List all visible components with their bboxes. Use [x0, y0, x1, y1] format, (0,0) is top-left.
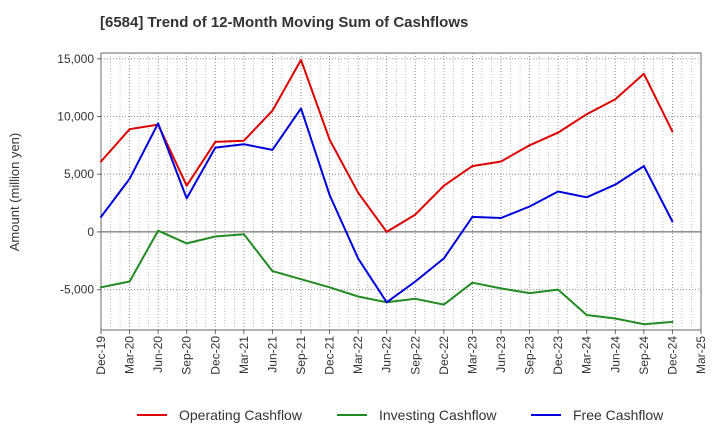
- legend-label: Operating Cashflow: [179, 407, 302, 423]
- legend-item-investing-cashflow: Investing Cashflow: [337, 405, 497, 425]
- x-tick-label: Sep-21: [294, 336, 308, 375]
- y-axis-label: Amount (million yen): [7, 133, 22, 252]
- x-tick-label: Sep-22: [408, 336, 422, 375]
- x-tick-label: Dec-21: [323, 336, 337, 375]
- gridlines: [100, 52, 702, 331]
- x-tick-label: Sep-23: [523, 336, 537, 375]
- x-tick-label: Sep-24: [637, 336, 651, 375]
- x-tick-label: Jun-20: [151, 336, 165, 373]
- x-tick-label: Mar-21: [237, 336, 251, 374]
- y-tick-label: 10,000: [57, 109, 94, 123]
- x-tick-label: Mar-20: [123, 336, 137, 374]
- legend-label: Free Cashflow: [573, 407, 664, 423]
- series-line-investing-cashflow: [100, 229, 674, 326]
- series-lines: [100, 58, 674, 326]
- x-tick-label: Sep-20: [180, 336, 194, 375]
- series-line-free-cashflow: [100, 107, 674, 304]
- y-tick-label: 0: [87, 225, 94, 239]
- axes: 15,000 10,000 5,000 0 -5,000 Dec-19 Mar-20 Jun-…: [57, 52, 708, 375]
- x-tick-label: Mar-25: [694, 336, 708, 374]
- x-tick-label: Dec-23: [551, 336, 565, 375]
- x-tick-label: Mar-22: [351, 336, 365, 374]
- legend-item-free-cashflow: Free Cashflow: [531, 405, 663, 425]
- legend-swatch: [531, 414, 561, 416]
- x-tick-label: Jun-22: [380, 336, 394, 373]
- x-tick-label: Dec-20: [208, 336, 222, 375]
- x-tick-label: Dec-19: [94, 336, 108, 375]
- x-tick-label: Jun-21: [265, 336, 279, 373]
- x-tick-label: Mar-23: [465, 336, 479, 374]
- legend-item-operating-cashflow: Operating Cashflow: [137, 405, 302, 425]
- chart-title: [6584] Trend of 12-Month Moving Sum of C…: [100, 14, 469, 31]
- legend-swatch: [337, 414, 367, 416]
- y-tick-label: -5,000: [60, 283, 94, 297]
- x-tick-label: Jun-23: [494, 336, 508, 373]
- x-tick-label: Dec-24: [665, 336, 679, 375]
- y-tick-label: 5,000: [64, 167, 94, 181]
- series-line-operating-cashflow: [100, 58, 674, 233]
- legend-label: Investing Cashflow: [379, 407, 497, 423]
- x-tick-label: Mar-24: [580, 336, 594, 374]
- x-tick-label: Jun-24: [608, 336, 622, 373]
- legend: Operating Cashflow Investing Cashflow Free…: [0, 405, 720, 427]
- legend-swatch: [137, 414, 167, 416]
- x-tick-label: Dec-22: [437, 336, 451, 375]
- y-tick-label: 15,000: [57, 52, 94, 66]
